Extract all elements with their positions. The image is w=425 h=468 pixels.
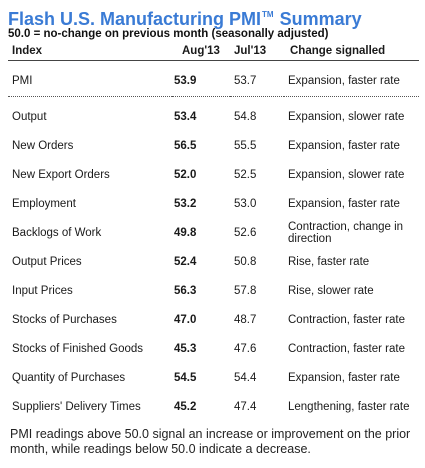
row-change: Contraction, faster rate (288, 342, 405, 355)
row-index: New Export Orders (12, 168, 110, 181)
row-change: Expansion, faster rate (288, 371, 400, 384)
pmi-summary-page: Flash U.S. Manufacturing PMITM Summary 5… (0, 4, 425, 468)
row-aug-value: 53.2 (174, 197, 197, 210)
row-jul-value: 47.4 (234, 400, 257, 413)
row-aug-value: 53.4 (174, 110, 197, 123)
row-aug-value: 47.0 (174, 313, 197, 326)
pmi-table: Index Aug'13 Jul'13 Change signalled PMI… (8, 42, 419, 421)
title-suffix: Summary (279, 9, 362, 29)
column-header-aug: Aug'13 (172, 42, 230, 61)
row-aug-value: 45.2 (174, 400, 197, 413)
table-row: Quantity of Purchases 54.5 54.4 Expansion, … (8, 363, 419, 392)
table-row: Stocks of Finished Goods 45.3 47.6 Contract… (8, 334, 419, 363)
row-aug-value: 52.4 (174, 255, 197, 268)
row-index: Output (12, 110, 47, 123)
table-row: New Export Orders 52.0 52.5 Expansion, slow… (8, 160, 419, 189)
trademark-mark: TM (262, 10, 274, 19)
row-change: Expansion, slower rate (288, 110, 405, 123)
row-change: Rise, slower rate (288, 284, 374, 297)
row-index: PMI (8, 66, 172, 97)
row-change: Expansion, faster rate (284, 66, 419, 97)
table-row: Input Prices 56.3 57.8 Rise, slower rate (8, 276, 419, 305)
row-change: Contraction, change in direction (288, 220, 404, 245)
row-aug-value: 45.3 (174, 342, 197, 355)
table-header-row: Index Aug'13 Jul'13 Change signalled (8, 42, 419, 61)
column-header-jul: Jul'13 (230, 42, 284, 61)
row-index: Output Prices (12, 255, 82, 268)
row-jul-value: 53.0 (234, 197, 257, 210)
column-header-index: Index (8, 42, 172, 61)
row-jul-value: 53.7 (230, 66, 284, 97)
row-index: New Orders (12, 139, 74, 152)
row-jul-value: 47.6 (234, 342, 257, 355)
row-jul-value: 48.7 (234, 313, 257, 326)
column-header-change: Change signalled (284, 42, 419, 61)
table-row: New Orders 56.5 55.5 Expansion, faster rate (8, 131, 419, 160)
row-jul-value: 52.5 (234, 168, 257, 181)
table-row: Stocks of Purchases 47.0 48.7 Contraction, … (8, 305, 419, 334)
row-jul-value: 52.6 (234, 226, 257, 239)
page-title: Flash U.S. Manufacturing PMITM Summary (8, 4, 419, 29)
footnote: PMI readings above 50.0 signal an increa… (10, 427, 411, 456)
row-aug-value: 54.5 (174, 371, 197, 384)
row-jul-value: 57.8 (234, 284, 257, 297)
row-change: Expansion, slower rate (288, 168, 405, 181)
row-index: Suppliers' Delivery Times (12, 400, 141, 413)
table-row: Employment 53.2 53.0 Expansion, faster rate (8, 189, 419, 218)
row-jul-value: 50.8 (234, 255, 257, 268)
row-change: Expansion, faster rate (288, 139, 400, 152)
row-index: Employment (12, 197, 76, 210)
row-change: Expansion, faster rate (288, 197, 400, 210)
row-aug-value: 56.3 (174, 284, 197, 297)
row-index: Input Prices (12, 284, 73, 297)
row-change: Lengthening, faster rate (288, 400, 410, 413)
table-row-pmi: PMI 53.9 53.7 Expansion, faster rate (8, 66, 419, 97)
row-index: Quantity of Purchases (12, 371, 126, 384)
row-index: Stocks of Purchases (12, 313, 117, 326)
row-jul-value: 54.4 (234, 371, 257, 384)
table-row: Backlogs of Work 49.8 52.6 Contraction, cha… (8, 218, 419, 247)
row-change: Contraction, faster rate (288, 313, 405, 326)
title-text: Flash U.S. Manufacturing PMI (8, 9, 262, 29)
row-aug-value: 53.9 (172, 66, 230, 97)
row-aug-value: 49.8 (174, 226, 197, 239)
row-aug-value: 52.0 (174, 168, 197, 181)
row-index: Backlogs of Work (12, 226, 102, 239)
row-change: Rise, faster rate (288, 255, 370, 268)
row-aug-value: 56.5 (174, 139, 197, 152)
row-index: Stocks of Finished Goods (12, 342, 144, 355)
row-jul-value: 54.8 (234, 110, 257, 123)
table-row: Output Prices 52.4 50.8 Rise, faster rate (8, 247, 419, 276)
table-row: Suppliers' Delivery Times 45.2 47.4 Lengthe… (8, 392, 419, 421)
page-subtitle: 50.0 = no-change on previous month (seas… (8, 28, 329, 40)
row-jul-value: 55.5 (234, 139, 257, 152)
table-row: Output 53.4 54.8 Expansion, slower rate (8, 102, 419, 131)
